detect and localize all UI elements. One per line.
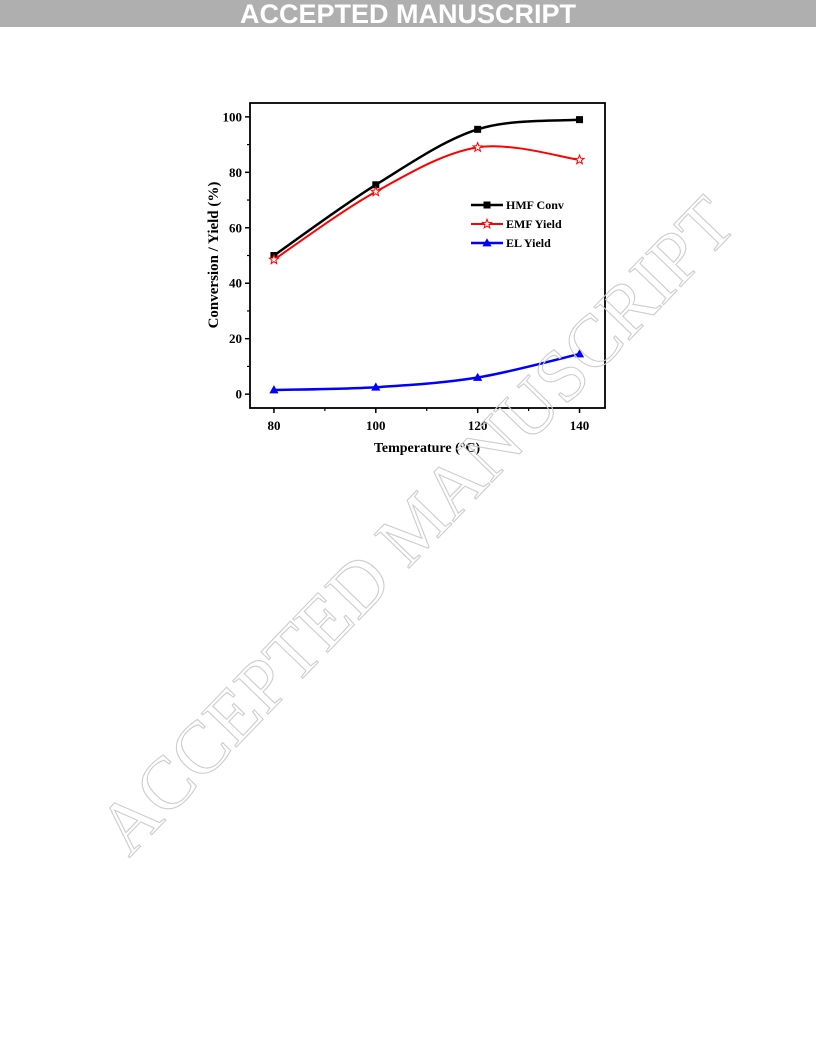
x-axis-label: Temperature (°C)	[374, 441, 481, 456]
el-yield-point	[574, 349, 585, 358]
y-tick-label: 80	[229, 165, 242, 180]
y-tick-label: 40	[229, 276, 242, 291]
legend-item-el-yield: EL Yield	[471, 236, 551, 250]
y-axis-label: Conversion / Yield (%)	[206, 182, 222, 329]
emf-yield-point	[369, 185, 382, 197]
data-series	[267, 116, 586, 394]
legend-label: HMF Conv	[506, 198, 564, 212]
x-tick-label: 100	[366, 418, 386, 433]
accepted-manuscript-banner: ACCEPTED MANUSCRIPT	[0, 0, 816, 29]
y-tick-label: 20	[229, 331, 242, 346]
legend-swatch-marker	[481, 217, 493, 230]
temperature-chart: 0 20 40 60 80 100 80 100 120 140 HMF Conv EMF Yiel…	[206, 102, 606, 456]
el-yield-point	[371, 382, 381, 391]
banner-text: ACCEPTED MANUSCRIPT	[239, 0, 576, 29]
el-yield-line	[273, 352, 580, 392]
el-yield-point	[269, 385, 279, 394]
y-tick-label: 100	[223, 109, 243, 124]
legend-label: EMF Yield	[506, 217, 562, 231]
el-yield-series	[269, 349, 585, 394]
legend-item-emf-yield: EMF Yield	[471, 217, 562, 231]
x-tick-label: 80	[267, 418, 280, 433]
x-tick-label: 120	[468, 418, 488, 433]
axes: 0 20 40 60 80 100 80 100 120 140	[223, 102, 606, 433]
hmf-conv-point	[372, 181, 380, 189]
emf-yield-series	[267, 141, 586, 265]
legend-swatch-marker	[482, 238, 492, 247]
hmf-conv-line	[273, 118, 580, 257]
y-tick-label: 0	[236, 387, 243, 402]
hmf-conv-point	[474, 125, 482, 133]
y-tick-label: 60	[229, 220, 242, 235]
legend-label: EL Yield	[506, 236, 551, 250]
emf-yield-line	[273, 145, 580, 261]
emf-yield-point	[267, 253, 280, 265]
emf-yield-point	[471, 141, 484, 153]
emf-yield-point	[573, 153, 586, 165]
el-yield-point	[473, 372, 483, 381]
plot-frame	[249, 102, 606, 409]
legend: HMF Conv EMF Yield EL Yield	[471, 198, 564, 250]
x-tick-label: 140	[570, 418, 590, 433]
legend-swatch-marker	[483, 201, 491, 209]
legend-item-hmf-conv: HMF Conv	[471, 198, 564, 212]
hmf-conv-point	[576, 116, 584, 124]
